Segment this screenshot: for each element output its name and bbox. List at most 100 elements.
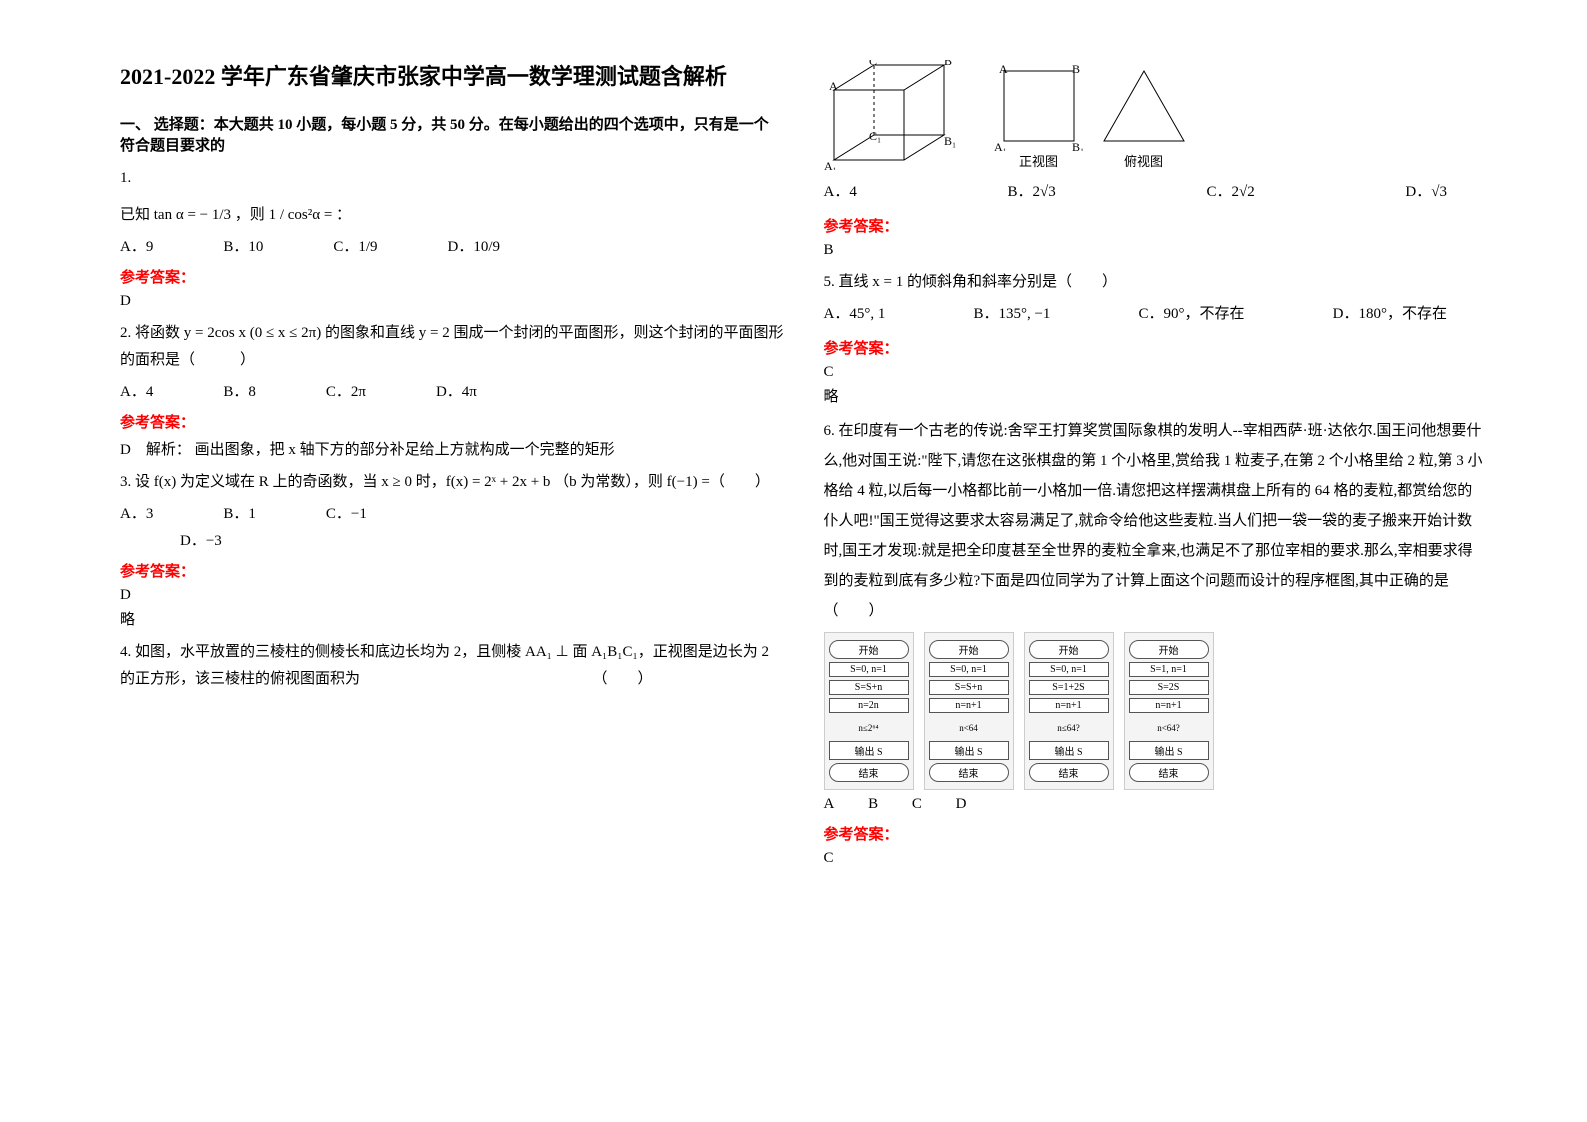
q4-opt-d: D．√3 (1405, 180, 1447, 201)
q4-figures: A C B A₁ C₁ B₁ A B A₁ B₁ 正视图 (824, 60, 1488, 170)
svg-text:A: A (999, 62, 1008, 76)
svg-text:B₁: B₁ (1072, 140, 1084, 151)
fb-step2: n=n+1 (929, 698, 1009, 713)
q1-answer-label: 参考答案： (120, 266, 784, 287)
fd-end: 结束 (1129, 763, 1209, 782)
q1-answer: D (120, 293, 784, 310)
fa-init: S=0, n=1 (829, 662, 909, 677)
q6-flowcharts: 开始 S=0, n=1 S=S+n n=2n n≤2⁶⁴ 输出 S 结束 开始 … (824, 632, 1488, 790)
svg-text:B: B (944, 60, 952, 68)
flowchart-d: 开始 S=1, n=1 S=2S n=n+1 n<64? 输出 S 结束 (1124, 632, 1214, 790)
fc-out: 输出 S (1029, 741, 1109, 760)
q6-abcd: A B C D (824, 796, 1488, 813)
fb-cond-wrap: n<64 (929, 716, 1009, 738)
q2-opt-b: B．8 (223, 380, 256, 401)
q1-stem-2: ，则 (235, 207, 265, 223)
svg-text:C₁: C₁ (869, 129, 881, 143)
fa-start: 开始 (829, 640, 909, 659)
fd-cond-wrap: n<64? (1129, 716, 1209, 738)
fb-init: S=0, n=1 (929, 662, 1009, 677)
q1-opt-c: C．1/9 (333, 235, 377, 256)
fb-start: 开始 (929, 640, 1009, 659)
q4-options: A．4 B．2√3 C．2√2 D．√3 (824, 180, 1488, 201)
q6-label-b: B (868, 796, 878, 812)
q1-expr-2: 1 / cos²α = (269, 207, 333, 223)
q1-expr-1: tan α = − 1/3 (154, 207, 231, 223)
q6-answer: C (824, 850, 1488, 867)
fd-cond: n<64? (1129, 722, 1209, 734)
q2-answer: D 解析： 画出图象，把 x 轴下方的部分补足给上方就构成一个完整的矩形 (120, 438, 784, 459)
q3-opt-d: D．−3 (180, 529, 222, 550)
q6-label-c: C (912, 796, 922, 812)
q1-stem-1: 已知 (120, 207, 150, 223)
fa-cond: n≤2⁶⁴ (829, 722, 909, 734)
fc-init: S=0, n=1 (1029, 662, 1109, 677)
fc-step2: n=n+1 (1029, 698, 1109, 713)
q4-opt-b: B．2√3 (1008, 180, 1056, 201)
svg-text:A₁: A₁ (824, 159, 837, 170)
q4-side-label: 俯视图 (1094, 151, 1194, 170)
page-title: 2021-2022 学年广东省肇庆市张家中学高一数学理测试题含解析 (120, 60, 784, 93)
q2-opt-a: A．4 (120, 380, 153, 401)
q3-options: A．3 B．1 C．−1 (120, 502, 784, 523)
q1-opt-a: A．9 (120, 235, 153, 256)
fd-out: 输出 S (1129, 741, 1209, 760)
q4-stem: 4. 如图，水平放置的三棱柱的侧棱长和底边长均为 2，且侧棱 AA₁ ⊥ 面 A… (120, 639, 784, 693)
q5-opt-b: B．135°, −1 (973, 302, 1050, 323)
q4-answer-label: 参考答案： (824, 215, 1488, 236)
q6-answer-label: 参考答案： (824, 823, 1488, 844)
q5-stem: 5. 直线 x = 1 的倾斜角和斜率分别是（ ） (824, 269, 1488, 296)
q6-label-d: D (956, 796, 967, 812)
fa-cond-wrap: n≤2⁶⁴ (829, 716, 909, 738)
fc-start: 开始 (1029, 640, 1109, 659)
svg-text:A₁: A₁ (994, 140, 1007, 151)
q5-answer-2: 略 (824, 385, 1488, 406)
q5-opt-a: A．45°, 1 (824, 302, 886, 323)
q2-answer-letter: D 解析： (120, 442, 191, 458)
q3-opt-a: A．3 (120, 502, 153, 523)
q4-side-view: 俯视图 (1094, 61, 1194, 170)
flowchart-c: 开始 S=0, n=1 S=1+2S n=n+1 n≤64? 输出 S 结束 (1024, 632, 1114, 790)
q5-opt-c: C．90°，不存在 (1139, 302, 1245, 323)
q4-answer: B (824, 242, 1488, 259)
q4-opt-c: C．2√2 (1206, 180, 1254, 201)
fb-out: 输出 S (929, 741, 1009, 760)
q1-options: A．9 B．10 C．1/9 D．10/9 (120, 235, 784, 256)
svg-text:B: B (1072, 62, 1080, 76)
q1-opt-d: D．10/9 (448, 235, 501, 256)
q2-options: A．4 B．8 C．2π D．4π (120, 380, 784, 401)
q3-stem: 3. 设 f(x) 为定义域在 R 上的奇函数，当 x ≥ 0 时，f(x) =… (120, 469, 784, 496)
q1-opt-b: B．10 (223, 235, 263, 256)
q3-answer: D (120, 587, 784, 604)
q6-stem: 6. 在印度有一个古老的传说:舍罕王打算奖赏国际象棋的发明人--宰相西萨·班·达… (824, 416, 1488, 626)
fd-step1: S=2S (1129, 680, 1209, 695)
q3-opt-b: B．1 (223, 502, 256, 523)
fb-step1: S=S+n (929, 680, 1009, 695)
q3-answer-2: 略 (120, 608, 784, 629)
q4-triangle-icon (1094, 61, 1194, 151)
q5-answer: C (824, 364, 1488, 381)
fc-cond: n≤64? (1029, 722, 1109, 734)
q5-answer-label: 参考答案： (824, 337, 1488, 358)
fb-end: 结束 (929, 763, 1009, 782)
flowchart-a: 开始 S=0, n=1 S=S+n n=2n n≤2⁶⁴ 输出 S 结束 (824, 632, 914, 790)
q5-options: A．45°, 1 B．135°, −1 C．90°，不存在 D．180°，不存在 (824, 302, 1488, 323)
fc-end: 结束 (1029, 763, 1109, 782)
svg-text:B₁: B₁ (944, 134, 956, 148)
q1-stem: 已知 tan α = − 1/3 ，则 1 / cos²α = ： (120, 202, 784, 229)
fa-end: 结束 (829, 763, 909, 782)
q5-opt-d: D．180°，不存在 (1333, 302, 1447, 323)
fc-cond-wrap: n≤64? (1029, 716, 1109, 738)
flowchart-b: 开始 S=0, n=1 S=S+n n=n+1 n<64 输出 S 结束 (924, 632, 1014, 790)
q2-opt-c: C．2π (326, 380, 366, 401)
q2-opt-d: D．4π (436, 380, 477, 401)
section-1-heading: 一、 选择题：本大题共 10 小题，每小题 5 分，共 50 分。在每小题给出的… (120, 113, 784, 155)
q3-options-row2: D．−3 (180, 529, 784, 550)
q3-opt-c: C．−1 (326, 502, 367, 523)
fa-step1: S=S+n (829, 680, 909, 695)
q3-answer-label: 参考答案： (120, 560, 784, 581)
fd-step2: n=n+1 (1129, 698, 1209, 713)
q1-number: 1. (120, 165, 784, 192)
fb-cond: n<64 (929, 722, 1009, 734)
q4-front-label: 正视图 (994, 151, 1084, 170)
